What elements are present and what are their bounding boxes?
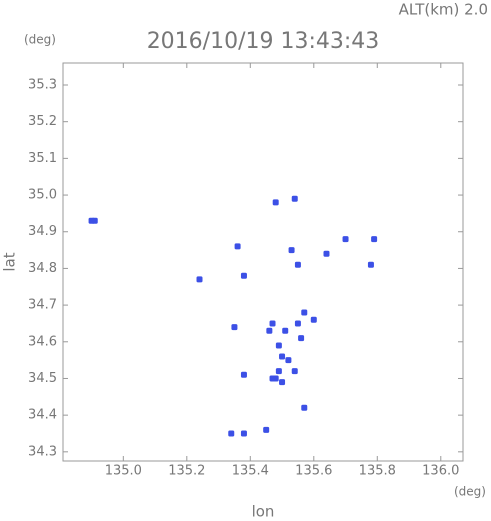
- y-tick-label: 35.2: [28, 114, 57, 129]
- x-tick-label: 135.0: [105, 464, 142, 479]
- echo: [231, 324, 238, 331]
- x-axis-label: lon: [252, 503, 275, 521]
- echo: [367, 261, 374, 268]
- echo: [291, 368, 298, 375]
- y-tick-label: 34.3: [28, 444, 57, 459]
- echo: [342, 236, 349, 243]
- echo: [269, 375, 276, 382]
- echo: [298, 335, 305, 342]
- y-tick-label: 34.8: [28, 261, 57, 276]
- echo: [272, 199, 279, 206]
- echo: [294, 320, 301, 327]
- echo: [275, 368, 282, 375]
- echo: [240, 272, 247, 279]
- x-tick-label: 135.8: [359, 464, 396, 479]
- echo: [294, 261, 301, 268]
- x-tick-label: 135.4: [232, 464, 269, 479]
- echo: [275, 342, 282, 349]
- plot-frame: [62, 62, 464, 462]
- echo: [371, 236, 378, 243]
- echo: [263, 426, 270, 433]
- echo: [269, 320, 276, 327]
- x-unit: (deg): [454, 485, 486, 499]
- echo: [266, 327, 273, 334]
- y-tick-label: 35.3: [28, 78, 57, 93]
- y-unit: (deg): [24, 33, 56, 47]
- y-tick-label: 34.7: [28, 298, 57, 313]
- echo: [282, 327, 289, 334]
- x-tick-label: 136.0: [422, 464, 459, 479]
- echo: [323, 250, 330, 257]
- echo: [279, 379, 286, 386]
- echo: [228, 430, 235, 437]
- y-tick-label: 34.5: [28, 371, 57, 386]
- y-tick-label: 34.9: [28, 224, 57, 239]
- echo: [234, 243, 241, 250]
- echo: [240, 430, 247, 437]
- echo: [196, 276, 203, 283]
- echo: [310, 316, 317, 323]
- echo: [301, 309, 308, 316]
- y-tick-label: 34.4: [28, 408, 57, 423]
- x-tick-label: 135.2: [168, 464, 205, 479]
- y-tick-label: 35.1: [28, 151, 57, 166]
- x-tick-label: 135.6: [295, 464, 332, 479]
- y-tick-label: 35.0: [28, 188, 57, 203]
- echo: [88, 217, 95, 224]
- echo: [288, 247, 295, 254]
- echo: [240, 371, 247, 378]
- chart-title: 2016/10/19 13:43:43: [147, 29, 380, 54]
- y-axis-label: lat: [1, 252, 19, 271]
- y-tick-label: 34.6: [28, 334, 57, 349]
- echo: [279, 353, 286, 360]
- subtitle: ALT(km) 2.0: [399, 1, 488, 19]
- echo: [291, 195, 298, 202]
- echo: [285, 357, 292, 364]
- echo: [301, 404, 308, 411]
